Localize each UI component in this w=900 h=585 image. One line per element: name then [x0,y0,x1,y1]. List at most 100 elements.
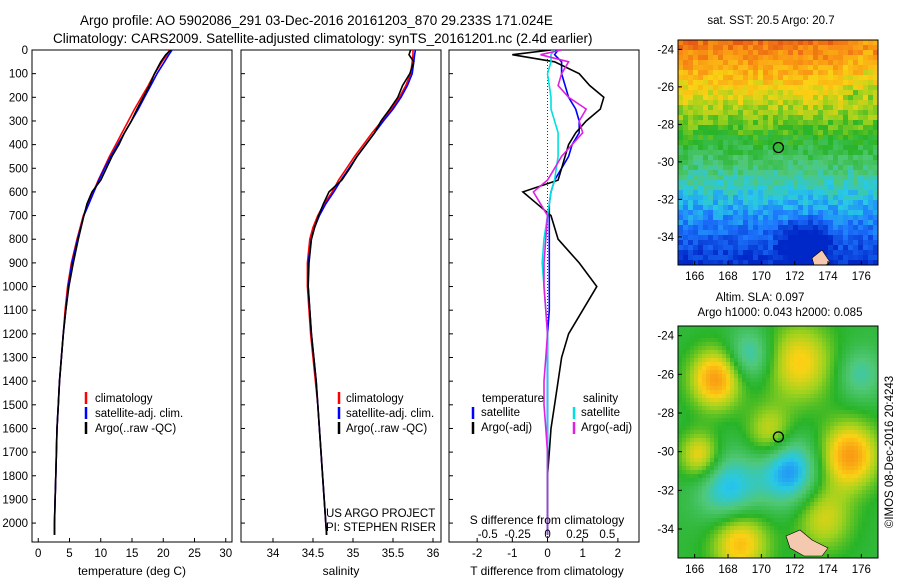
sla-cell [754,502,759,507]
sst-cell [823,175,829,181]
sla-cell [702,482,707,487]
sla-cell [726,546,731,551]
sla-cell [870,386,875,391]
sla-cell [722,346,727,351]
sst-cell [753,135,759,141]
sst-cell [828,145,834,151]
sst-cell [873,200,878,206]
sla-cell [790,374,795,379]
sla-cell [798,482,803,487]
sla-cell [798,506,803,511]
sst-cell [683,60,689,66]
sla-cell [830,554,835,558]
sla-map-title-line2: Argo h1000: 0.043 h2000: 0.085 [698,307,863,319]
sla-cell [806,446,811,451]
sla-cell [806,506,811,511]
depth-tick-label: 1400 [2,376,28,388]
sst-cell [873,80,878,86]
sla-cell [702,546,707,551]
sla-cell [746,334,751,339]
sla-cell [714,434,719,439]
sst-cell [813,55,819,61]
sst-cell [718,105,724,111]
sla-cell [814,382,819,387]
sla-cell [738,454,743,459]
sla-cell [730,370,735,375]
sla-cell [794,506,799,511]
sla-cell [874,426,878,431]
sst-cell [768,160,774,166]
sla-cell [846,490,851,495]
sla-cell [694,522,699,527]
sst-cell [688,240,694,246]
sla-cell [678,466,683,471]
legend-label-climatology: climatology [346,393,404,405]
sst-cell [758,220,764,226]
sst-cell [718,175,724,181]
sst-cell [833,245,839,251]
sla-cell [690,442,695,447]
sst-cell [733,135,739,141]
sla-cell [758,434,763,439]
sst-cell [798,135,804,141]
sst-cell [773,60,779,66]
sst-cell [773,130,779,136]
sst-cell [853,110,859,116]
sla-cell [826,358,831,363]
sla-cell [738,370,743,375]
sst-cell [808,125,814,131]
sla-cell [718,382,723,387]
sla-cell [730,466,735,471]
sla-cell [802,522,807,527]
sla-cell [746,342,751,347]
sla-cell [786,494,791,499]
sst-cell [858,110,864,116]
sst-cell [858,185,864,191]
sla-cell [854,398,859,403]
sla-cell [774,526,779,531]
sla-cell [790,478,795,483]
sla-cell [714,414,719,419]
sla-cell [694,502,699,507]
sst-cell [848,260,854,265]
sla-cell [762,366,767,371]
sla-cell [698,538,703,543]
sla-cell [830,330,835,335]
sla-cell [694,530,699,535]
sla-cell [810,510,815,515]
sla-cell [806,518,811,523]
sla-cell [682,474,687,479]
sla-cell [726,342,731,347]
sst-cell [738,80,744,86]
sla-cell [802,466,807,471]
sla-cell [850,418,855,423]
sla-cell [806,438,811,443]
sst-cell [723,235,729,241]
sla-cell [746,386,751,391]
sst-cell [778,240,784,246]
sla-cell [722,334,727,339]
sla-cell [730,526,735,531]
sst-cell [778,40,784,46]
sla-cell [706,414,711,419]
sla-cell [858,398,863,403]
sla-cell [794,462,799,467]
sla-cell [818,426,823,431]
sla-cell [846,478,851,483]
map-x-tick-label: 172 [785,271,804,283]
sst-cell [693,110,699,116]
sla-cell [722,510,727,515]
sst-cell [873,170,878,176]
sst-cell [788,80,794,86]
sst-cell [733,170,739,176]
sst-cell [863,105,869,111]
sla-cell [814,534,819,539]
sla-cell [690,334,695,339]
sst-cell [728,225,734,231]
sla-cell [866,462,871,467]
sst-cell [823,130,829,136]
sla-cell [730,478,735,483]
sla-cell [814,406,819,411]
sla-cell [698,350,703,355]
sst-cell [703,145,709,151]
